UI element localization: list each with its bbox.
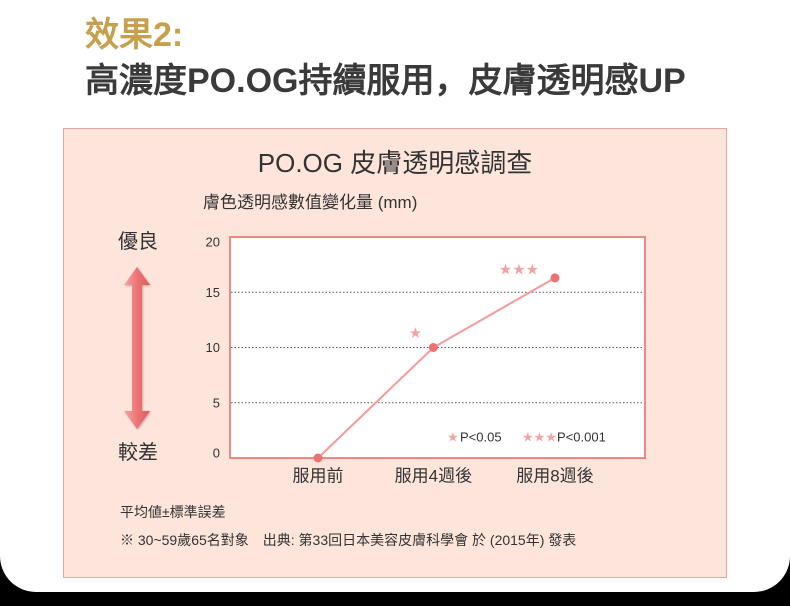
headline: 高濃度PO.OG持續服用，皮膚透明感UP [85, 62, 686, 100]
data-point [550, 273, 560, 283]
legend-star-icon: ★★★ [522, 430, 557, 445]
x-category-label: 服用8週後 [516, 467, 593, 486]
chart-title: PO.OG 皮膚透明感調查 [257, 148, 533, 178]
legend-star-icon: ★ [447, 430, 459, 445]
data-point [313, 453, 323, 463]
x-category-label: 服用前 [292, 467, 343, 486]
effect-label: 效果2: [85, 16, 184, 54]
data-point [428, 343, 438, 352]
legend-label: P<0.001 [557, 430, 606, 445]
y-axis-label: 膚色透明感數值變化量 (mm) [203, 193, 418, 212]
y-tick-label: 20 [206, 235, 220, 250]
x-category-label: 服用4週後 [395, 467, 472, 486]
double-arrow-vertical-icon [124, 267, 150, 429]
source-note: ※ 30~59歲65名對象 出典: 第33回日本美容皮膚科學會 於 (2015年… [120, 532, 577, 548]
plot-border [229, 236, 646, 459]
legend-label: P<0.05 [460, 430, 502, 445]
y-tick-label: 0 [213, 446, 220, 461]
y-tick-label: 10 [206, 340, 220, 355]
significance-star-icon: ★★★ [499, 261, 539, 278]
y-tick-label: 15 [206, 285, 220, 300]
significance-star-icon: ★ [409, 325, 422, 342]
scale-bottom-label: 較差 [118, 442, 158, 464]
stat-note: 平均値±標準誤差 [120, 504, 226, 520]
y-tick-label: 5 [213, 395, 220, 410]
content-card: 效果2: 高濃度PO.OG持續服用，皮膚透明感UP PO.OG 皮膚透明感調查 … [0, 0, 790, 592]
scale-top-label: 優良 [118, 231, 158, 253]
